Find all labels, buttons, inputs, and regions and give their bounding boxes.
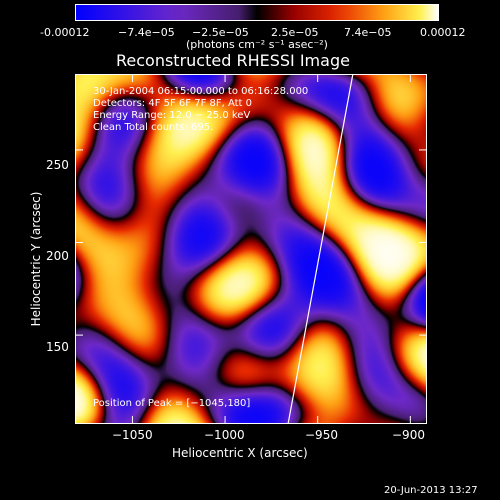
colorbar-tick-label: 7.4e−05 — [344, 26, 392, 39]
colorbar-tick-label: -0.00012 — [40, 26, 90, 39]
y-tick-label: 200 — [46, 249, 69, 263]
x-tick-label: −1050 — [112, 428, 153, 442]
x-tick-label: −950 — [305, 428, 338, 442]
chart-title: Reconstructed RHESSI Image — [116, 51, 350, 70]
plot-area: 30-Jan-2004 06:15:00.000 to 06:16:28.000… — [75, 74, 427, 424]
plot-axes — [75, 74, 427, 424]
y-tick-label: 150 — [46, 340, 69, 354]
x-tick-label: −1000 — [204, 428, 245, 442]
y-tick-label: 250 — [46, 158, 69, 172]
colorbar-tick-label: 2.5e−05 — [271, 26, 319, 39]
axis-ticks — [75, 74, 427, 424]
colorbar — [75, 4, 439, 21]
info-time-range: 30-Jan-2004 06:15:00.000 to 06:16:28.000 — [93, 86, 309, 97]
x-axis-label: Heliocentric X (arcsec) — [172, 446, 308, 460]
colorbar-units: (photons cm⁻² s⁻¹ asec⁻²) — [186, 38, 328, 51]
colorbar-tick-label: −2.5e−05 — [192, 26, 249, 39]
info-energy-range: Energy Range: 12.0 − 25.0 keV — [93, 110, 251, 121]
info-detectors: Detectors: 4F 5F 6F 7F 8F, Att 0 — [93, 98, 253, 109]
colorbar-tick-label: 0.00012 — [420, 26, 466, 39]
render-date: 20-Jun-2013 13:27 — [384, 485, 478, 496]
solar-limb-line — [287, 74, 354, 424]
plot-frame — [75, 74, 427, 424]
peak-position-label: Position of Peak = [−1045,180] — [93, 398, 251, 409]
info-clean-counts: Clean Total counts: 695. — [93, 122, 214, 133]
y-axis-label: Heliocentric Y (arcsec) — [29, 191, 43, 327]
heatmap-image — [75, 74, 427, 424]
x-tick-label: −900 — [392, 428, 425, 442]
colorbar-tick-label: −7.4e−05 — [118, 26, 175, 39]
